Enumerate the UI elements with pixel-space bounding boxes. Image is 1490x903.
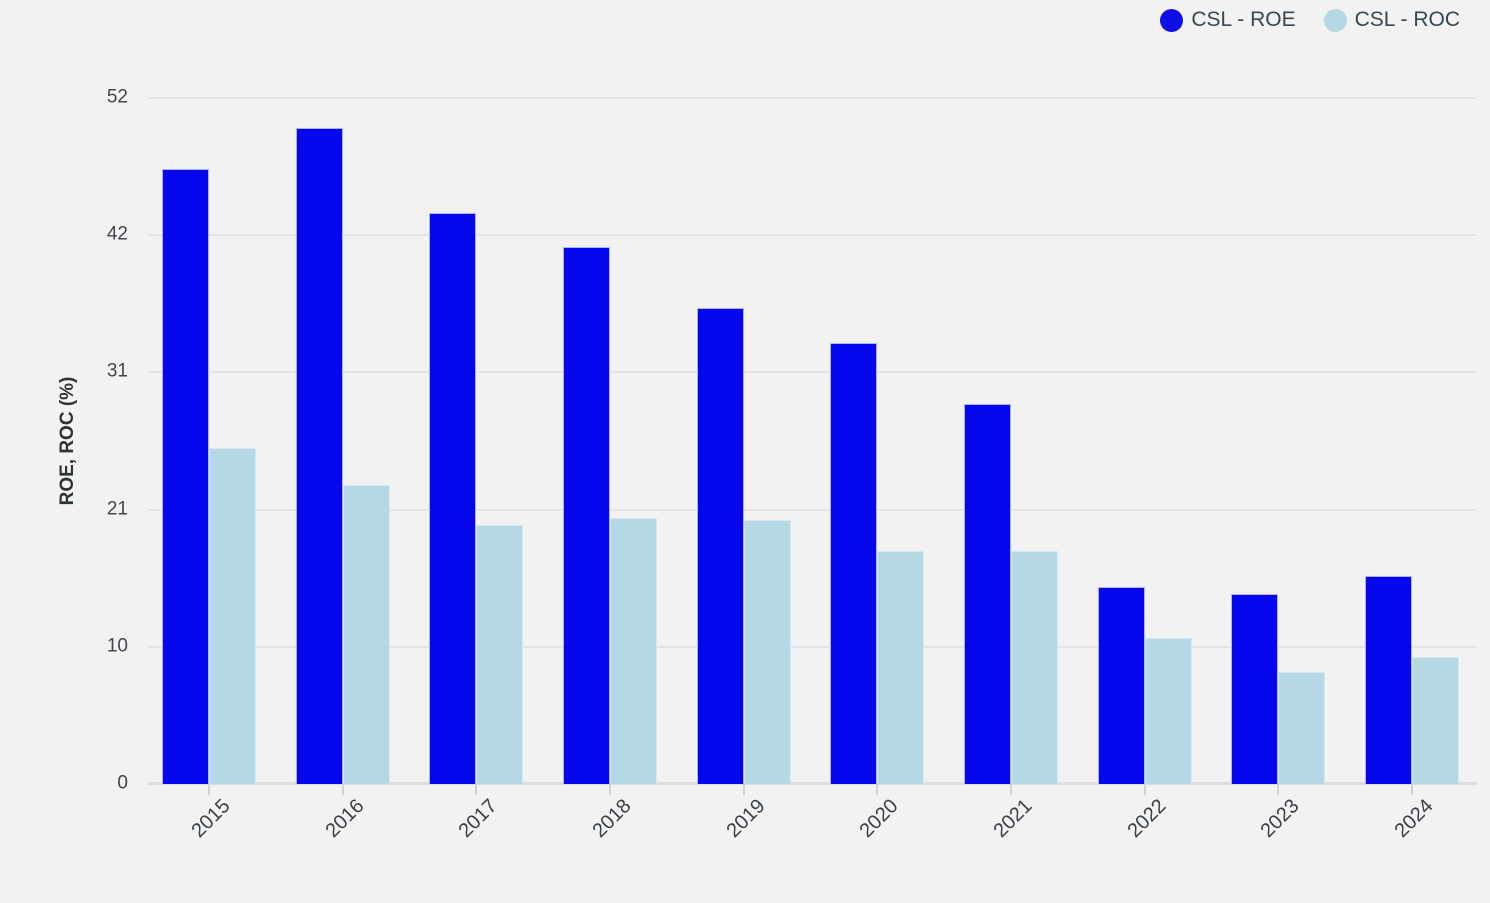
legend-item-csl-roc[interactable]: CSL - ROC bbox=[1323, 8, 1460, 32]
y-axis-tick-label-42: 42 bbox=[106, 223, 128, 245]
chart-legend: CSL - ROE CSL - ROC bbox=[1160, 8, 1460, 32]
x-axis-label-2019: 2019 bbox=[722, 795, 770, 843]
legend-dot-roc-icon bbox=[1323, 8, 1347, 32]
x-axis-label-2022: 2022 bbox=[1123, 795, 1171, 843]
x-axis-tick-2023 bbox=[1277, 784, 1280, 795]
gridline-y-10 bbox=[148, 645, 1477, 648]
legend-dot-roe-icon bbox=[1160, 8, 1184, 32]
bar-csl-roc-2020[interactable] bbox=[877, 550, 925, 784]
bar-csl-roe-2017[interactable] bbox=[429, 212, 477, 784]
bar-csl-roc-2018[interactable] bbox=[610, 517, 657, 784]
bar-csl-roc-2015[interactable] bbox=[209, 447, 256, 784]
x-axis-label-2017: 2017 bbox=[454, 795, 502, 843]
legend-item-csl-roe[interactable]: CSL - ROE bbox=[1160, 8, 1296, 32]
y-axis-tick-label-52: 52 bbox=[106, 86, 128, 108]
x-axis-label-2021: 2021 bbox=[989, 795, 1037, 843]
x-axis-tick-2016 bbox=[341, 784, 344, 795]
bar-csl-roe-2020[interactable] bbox=[830, 343, 878, 784]
bar-csl-roc-2023[interactable] bbox=[1278, 671, 1326, 784]
x-axis-label-2018: 2018 bbox=[588, 795, 636, 843]
plot-area: 0 10 21 31 42 52 2015 2016 2017 2018 2019 2020 2021 2… bbox=[107, 87, 1477, 842]
gridline-y-42 bbox=[148, 234, 1477, 237]
bar-csl-roe-2022[interactable] bbox=[1097, 587, 1145, 784]
bar-csl-roe-2018[interactable] bbox=[563, 247, 610, 784]
bar-csl-roc-2016[interactable] bbox=[342, 484, 390, 784]
bar-csl-roc-2024[interactable] bbox=[1412, 657, 1460, 784]
bar-csl-roc-2022[interactable] bbox=[1144, 637, 1192, 784]
bar-csl-roe-2023[interactable] bbox=[1231, 594, 1279, 784]
bar-csl-roe-2019[interactable] bbox=[696, 307, 744, 784]
y-axis-tick-label-21: 21 bbox=[106, 498, 128, 520]
x-axis-tick-2021 bbox=[1010, 784, 1013, 795]
x-axis-tick-2022 bbox=[1143, 784, 1146, 795]
x-axis-tick-2019 bbox=[742, 784, 745, 795]
y-axis-tick-label-10: 10 bbox=[106, 635, 128, 657]
bar-csl-roc-2017[interactable] bbox=[476, 525, 524, 784]
x-axis-tick-2024 bbox=[1411, 784, 1414, 795]
x-axis-tick-2020 bbox=[876, 784, 879, 795]
legend-label-csl-roc: CSL - ROC bbox=[1354, 8, 1460, 31]
gridline-y-52 bbox=[148, 97, 1477, 99]
chart-page: { "legend": { "items": [ { "label": "CSL… bbox=[57, 8, 1477, 843]
bar-csl-roc-2019[interactable] bbox=[743, 520, 791, 784]
legend-label-csl-roe: CSL - ROE bbox=[1191, 8, 1296, 31]
gridline-y-0 bbox=[148, 782, 1477, 785]
bar-csl-roe-2015[interactable] bbox=[162, 169, 209, 784]
x-axis-tick-2018 bbox=[609, 784, 611, 795]
y-axis-tick-label-0: 0 bbox=[117, 772, 128, 794]
x-axis-label-2023: 2023 bbox=[1256, 795, 1304, 843]
bar-csl-roe-2016[interactable] bbox=[295, 128, 343, 784]
x-axis-label-2015: 2015 bbox=[187, 795, 235, 843]
gridline-y-31 bbox=[148, 371, 1477, 374]
y-axis-tick-label-31: 31 bbox=[106, 360, 128, 382]
bar-csl-roe-2024[interactable] bbox=[1365, 575, 1413, 784]
y-axis-title: ROE, ROC (%) bbox=[57, 376, 78, 506]
x-axis-label-2024: 2024 bbox=[1390, 795, 1438, 843]
gridline-y-21 bbox=[148, 508, 1477, 511]
x-axis-tick-2015 bbox=[208, 784, 210, 795]
x-axis-label-2016: 2016 bbox=[321, 795, 369, 843]
bar-csl-roc-2021[interactable] bbox=[1011, 550, 1059, 784]
bar-csl-roe-2021[interactable] bbox=[964, 404, 1012, 784]
x-axis-tick-2017 bbox=[475, 784, 478, 795]
x-axis-label-2020: 2020 bbox=[855, 795, 903, 843]
